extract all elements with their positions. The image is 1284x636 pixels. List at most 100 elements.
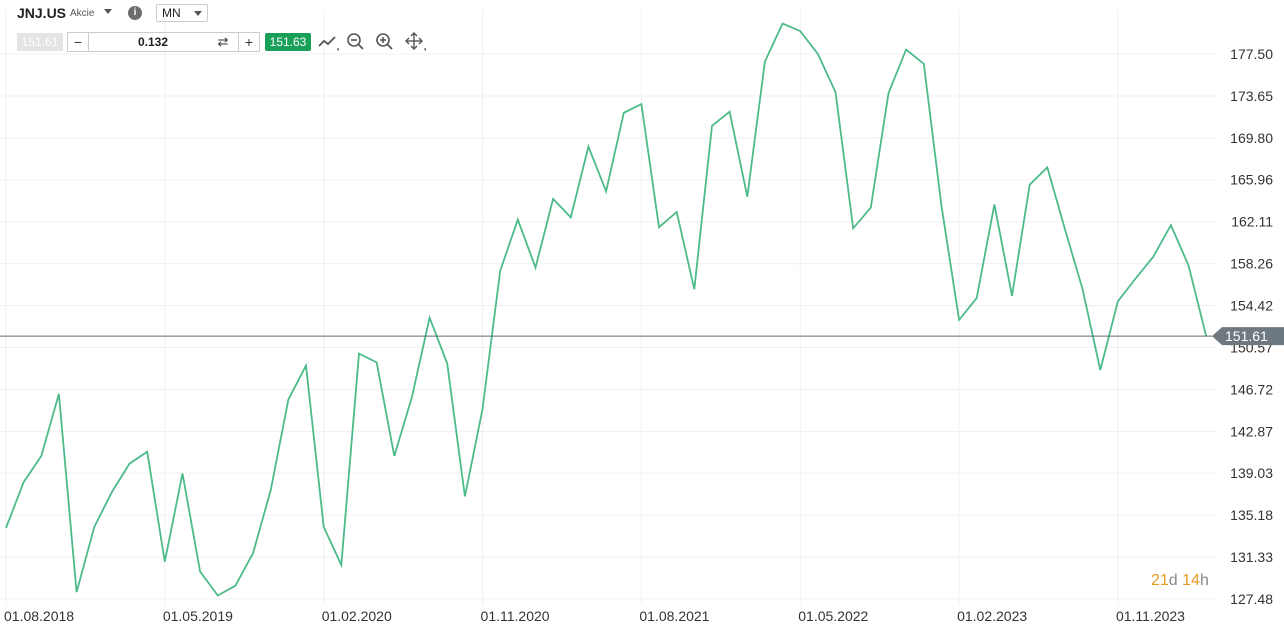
volume-value[interactable]: 0.132 xyxy=(137,35,169,49)
x-axis: 01.08.2018 01.05.2019 01.02.2020 01.11.2020… xyxy=(4,608,1185,624)
y-tick-label: 173.65 xyxy=(1230,88,1273,104)
price-point xyxy=(623,112,625,114)
swap-units-icon[interactable]: ⇄ xyxy=(217,34,229,49)
price-point xyxy=(323,526,325,528)
price-series xyxy=(5,22,1208,597)
x-tick-label: 01.08.2021 xyxy=(639,608,709,624)
price-point xyxy=(464,495,466,497)
increase-volume-button[interactable]: + xyxy=(238,33,259,51)
price-point xyxy=(340,564,342,566)
y-tick-label: 146.72 xyxy=(1230,381,1273,397)
price-point xyxy=(993,203,995,205)
price-point xyxy=(976,297,978,299)
buy-price-button[interactable]: 151.63 xyxy=(265,33,311,51)
y-tick-label: 131.33 xyxy=(1230,549,1273,565)
zoom-in-icon[interactable] xyxy=(374,32,396,52)
symbol-dropdown-caret-icon[interactable] xyxy=(104,9,112,14)
y-tick-label: 142.87 xyxy=(1230,423,1273,439)
current-price-marker: 151.61 xyxy=(0,327,1284,346)
price-point xyxy=(429,317,431,319)
price-point xyxy=(870,207,872,209)
price-point xyxy=(358,353,360,355)
price-point xyxy=(782,22,784,24)
price-point xyxy=(746,196,748,198)
y-tick-label: 139.03 xyxy=(1230,465,1273,481)
price-line xyxy=(5,22,1208,597)
price-point xyxy=(852,227,854,229)
countdown-days: 21 xyxy=(1151,572,1169,589)
price-point xyxy=(446,362,448,364)
price-point xyxy=(711,125,713,127)
price-point xyxy=(199,571,201,573)
price-point xyxy=(1064,228,1066,230)
line-chart-icon[interactable] xyxy=(317,32,339,52)
price-point xyxy=(923,63,925,65)
countdown-hours: 14 xyxy=(1182,572,1200,589)
symbol-name[interactable]: JNJ.US xyxy=(17,5,67,21)
price-point xyxy=(146,451,148,453)
price-point xyxy=(1029,184,1031,186)
price-point xyxy=(182,472,184,474)
price-point xyxy=(835,91,837,93)
price-point xyxy=(605,190,607,192)
price-point xyxy=(287,398,289,400)
price-point xyxy=(1099,369,1101,371)
price-point xyxy=(799,30,801,32)
zoom-out-icon[interactable] xyxy=(345,32,367,52)
price-point xyxy=(5,527,7,529)
price-point xyxy=(270,489,272,491)
price-point xyxy=(1188,264,1190,266)
candle-countdown: 21d 14h xyxy=(1151,572,1209,590)
price-point xyxy=(76,591,78,593)
price-point xyxy=(1135,277,1137,279)
price-point xyxy=(129,463,131,465)
price-point xyxy=(1117,300,1119,302)
price-point xyxy=(1170,224,1172,226)
info-icon[interactable]: i xyxy=(128,6,142,20)
y-tick-label: 165.96 xyxy=(1230,172,1273,188)
y-tick-label: 177.50 xyxy=(1230,46,1273,62)
current-price-tag xyxy=(1212,327,1284,346)
y-tick-label: 127.48 xyxy=(1230,591,1273,607)
x-tick-label: 01.02.2020 xyxy=(322,608,392,624)
price-point xyxy=(482,408,484,410)
timeframe-value: MN xyxy=(162,6,181,20)
price-point xyxy=(111,491,113,493)
x-tick-label: 01.11.2023 xyxy=(1116,608,1185,624)
price-point xyxy=(376,361,378,363)
price-point xyxy=(1046,166,1048,168)
price-point xyxy=(217,595,219,597)
chart-grid xyxy=(0,10,1216,605)
price-point xyxy=(958,319,960,321)
price-point xyxy=(570,216,572,218)
x-tick-label: 01.11.2020 xyxy=(481,608,550,624)
price-point xyxy=(817,53,819,55)
y-tick-label: 135.18 xyxy=(1230,507,1273,523)
price-point xyxy=(93,526,95,528)
timeframe-select[interactable]: MN xyxy=(156,4,208,22)
price-point xyxy=(517,219,519,221)
decrease-volume-button[interactable]: − xyxy=(68,33,89,51)
price-point xyxy=(58,393,60,395)
price-point xyxy=(1011,295,1013,297)
price-point xyxy=(1082,288,1084,290)
move-icon[interactable] xyxy=(404,32,426,52)
price-point xyxy=(658,226,660,228)
price-point xyxy=(393,455,395,457)
price-point xyxy=(764,61,766,63)
x-tick-label: 01.02.2023 xyxy=(957,608,1027,624)
x-tick-label: 01.05.2022 xyxy=(798,608,868,624)
price-point xyxy=(40,455,42,457)
price-point xyxy=(164,561,166,563)
price-point xyxy=(411,396,413,398)
price-point xyxy=(729,111,731,113)
price-point xyxy=(252,552,254,554)
sell-price-button[interactable]: 151.61 xyxy=(17,33,63,51)
chevron-down-icon xyxy=(194,11,202,16)
price-point xyxy=(535,267,537,269)
y-tick-label: 154.42 xyxy=(1230,297,1273,313)
x-tick-label: 01.05.2019 xyxy=(163,608,233,624)
price-point xyxy=(676,211,678,213)
price-point xyxy=(499,270,501,272)
